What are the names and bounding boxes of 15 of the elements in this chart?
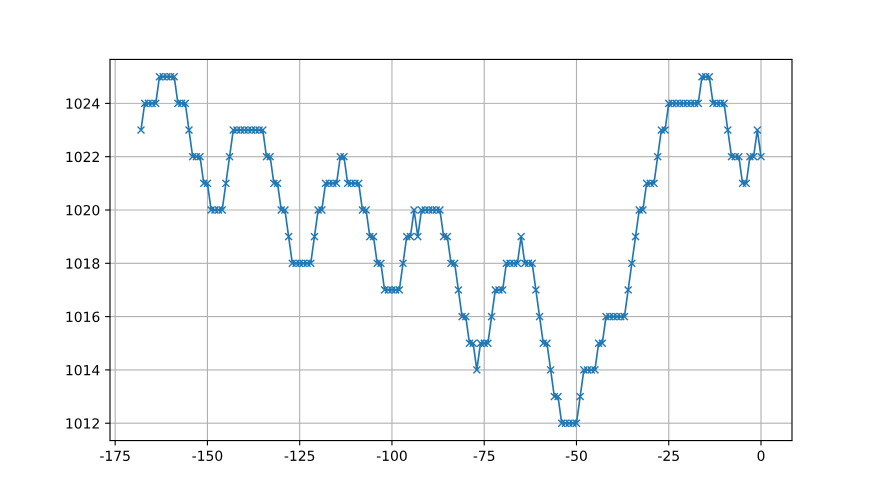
y-tick-label: 1016	[66, 312, 100, 322]
x-tick-label: -50	[566, 450, 587, 462]
y-tick-label: 1018	[66, 258, 100, 269]
y-tick-label: 1012	[66, 418, 99, 429]
y-tick-label: 1014	[66, 364, 100, 376]
x-tick-label: -175	[100, 450, 130, 462]
y-tick-label: 1024	[66, 98, 100, 109]
x-tick-label: -125	[284, 450, 314, 462]
x-tick-label: 0	[757, 450, 764, 462]
y-tick-label: 1020	[66, 204, 100, 216]
x-tick-label: -25	[658, 450, 679, 462]
x-tick-label: -100	[376, 450, 407, 462]
y-tick-label: 1022	[66, 152, 99, 162]
x-tick-label: -150	[192, 450, 222, 462]
x-tick-label: -75	[474, 450, 494, 462]
